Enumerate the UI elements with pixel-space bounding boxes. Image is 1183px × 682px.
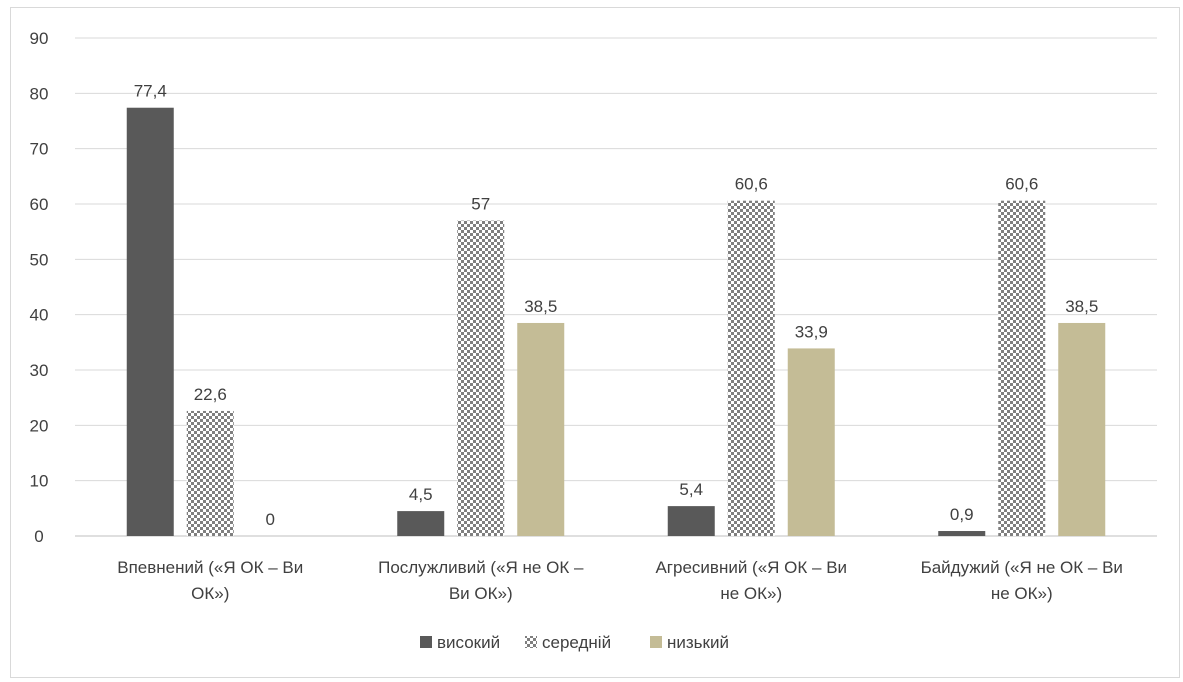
legend-swatch-середній	[525, 636, 537, 648]
x-tick-label: ОК»)	[191, 584, 229, 603]
data-label: 5,4	[679, 480, 703, 499]
bar-високий	[667, 506, 715, 536]
data-label: 77,4	[134, 82, 167, 101]
x-tick-label: Ви ОК»)	[449, 584, 513, 603]
legend-label: низький	[667, 633, 729, 652]
bars	[126, 107, 1106, 536]
data-label: 22,6	[194, 385, 227, 404]
y-tick-label: 0	[34, 527, 43, 546]
bar-високий	[397, 511, 445, 536]
bar-низький	[787, 348, 835, 536]
data-label: 0,9	[950, 505, 974, 524]
data-label: 38,5	[1065, 297, 1098, 316]
data-label: 60,6	[735, 175, 768, 194]
bar-середній	[457, 220, 505, 536]
data-labels: 77,4 22,6 0 4,5 57 38,5 5,4 60,6 33,9 0,9 60,6 38,5	[134, 82, 1099, 529]
y-tick-label: 90	[30, 29, 49, 48]
bar-низький	[1058, 322, 1106, 536]
bar-середній	[186, 410, 234, 536]
y-tick-label: 10	[30, 472, 49, 491]
legend-swatch-низький	[650, 636, 662, 648]
bar-chart: 0 10 20 30 40 50 60 70 80 90 77,4 22,6 0 4,5 57 38,5 5,…	[30, 29, 1157, 652]
y-axis: 0 10 20 30 40 50 60 70 80 90	[30, 29, 49, 546]
bar-низький	[517, 322, 565, 536]
x-tick-label: не ОК»)	[991, 584, 1053, 603]
data-label: 57	[471, 195, 490, 214]
data-label: 4,5	[409, 485, 433, 504]
bar-середній	[727, 200, 775, 536]
legend-swatch-високий	[420, 636, 432, 648]
bar-середній	[998, 200, 1046, 536]
data-label: 33,9	[795, 322, 828, 341]
y-tick-label: 50	[30, 250, 49, 269]
x-tick-label: Впевнений («Я ОК – Ви	[117, 558, 303, 577]
chart-frame: 0 10 20 30 40 50 60 70 80 90 77,4 22,6 0 4,5 57 38,5 5,…	[10, 7, 1180, 678]
x-tick-label: не ОК»)	[720, 584, 782, 603]
x-tick-label: Послужливий («Я не ОК –	[378, 558, 584, 577]
x-axis: Впевнений («Я ОК – Ви ОК») Послужливий («Я…	[117, 558, 1123, 603]
bar-високий	[126, 107, 174, 536]
y-tick-label: 30	[30, 361, 49, 380]
y-tick-label: 80	[30, 84, 49, 103]
gridlines	[75, 37, 1157, 537]
x-tick-label: Агресивний («Я ОК – Ви	[655, 558, 847, 577]
legend-label: високий	[437, 633, 500, 652]
x-tick-label: Байдужий («Я не ОК – Ви	[921, 558, 1123, 577]
data-label: 0	[266, 510, 275, 529]
legend: високий середній низький	[420, 633, 729, 652]
data-label: 38,5	[524, 297, 557, 316]
data-label: 60,6	[1005, 175, 1038, 194]
legend-label: середній	[542, 633, 611, 652]
y-tick-label: 20	[30, 416, 49, 435]
bar-високий	[938, 531, 986, 536]
y-tick-label: 70	[30, 140, 49, 159]
y-tick-label: 60	[30, 195, 49, 214]
y-tick-label: 40	[30, 306, 49, 325]
